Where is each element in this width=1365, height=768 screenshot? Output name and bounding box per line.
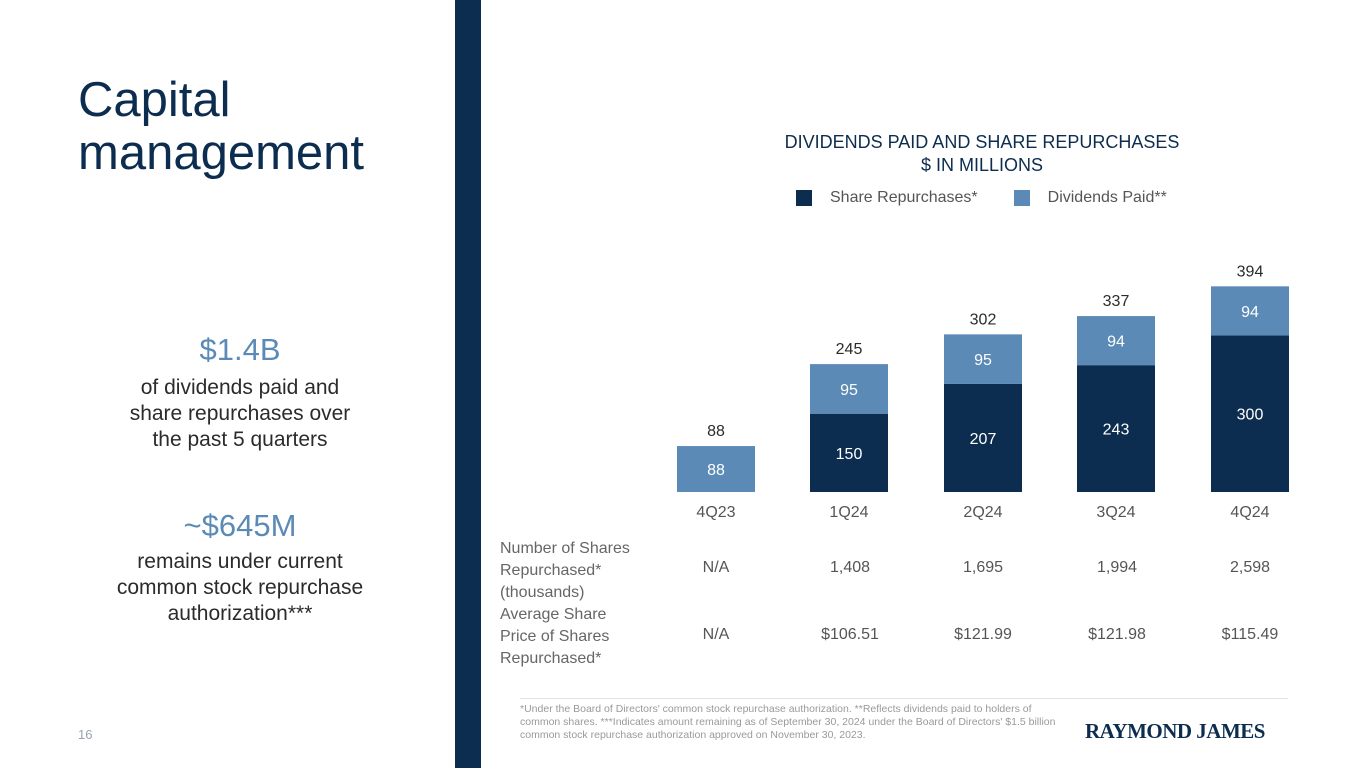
row-label-line: Price of Shares [500, 628, 610, 645]
footnote: *Under the Board of Directors' common st… [520, 703, 1056, 741]
stat-desc-line: authorization*** [167, 602, 313, 625]
data-label-dividends-paid: 94 [1107, 334, 1125, 351]
data-label-dividends-paid: 94 [1241, 304, 1259, 321]
chart-subtitle: $ IN MILLIONS [920, 155, 1044, 175]
title-line-2: management [78, 126, 365, 180]
table-cell: N/A [702, 626, 730, 643]
row-label-line: Average Share [500, 606, 607, 623]
data-label-share-repurchases: 300 [1237, 407, 1264, 424]
total-label: 302 [970, 311, 997, 328]
footer-divider [520, 698, 1288, 699]
bar-share-repurchases [810, 413, 888, 492]
dividends-repurchases-total: $1.4B [199, 332, 281, 367]
title-line-1: Capital [78, 73, 231, 127]
legend-item-share-repurchases: Share Repurchases* [796, 189, 978, 207]
table-cell: $106.51 [821, 626, 879, 643]
bar-dividends-paid [810, 364, 888, 414]
bar-dividends-paid [1077, 316, 1155, 366]
row-label-shares-repurchased: Number of Shares Repurchased* (thousands… [500, 538, 650, 604]
stacked-bar-chart: 88 88 4Q23 150 95 245 1Q24 207 95 302 2Q24 243 94 337… [677, 263, 1289, 521]
table-cell: 2,598 [1229, 559, 1271, 576]
bar-dividends-paid [677, 446, 755, 492]
table-cell: 1,695 [962, 559, 1004, 576]
table-cell: $115.49 [1221, 626, 1279, 643]
remaining-authorization-description: remains under current common stock repur… [30, 549, 450, 627]
bar-share-repurchases [1211, 335, 1289, 492]
table-cell: 1,994 [1096, 559, 1138, 576]
page-title: Capital management [78, 74, 364, 180]
page-number: 16 [78, 727, 93, 742]
dividends-repurchases-description: of dividends paid and share repurchases … [30, 375, 450, 453]
legend-label: Dividends Paid** [1047, 189, 1167, 206]
row-label-line: Repurchased* [500, 650, 602, 667]
remaining-authorization-amount: ~$645M [183, 508, 297, 543]
data-label-share-repurchases: 207 [970, 431, 997, 448]
stat-desc-line: remains under current [137, 550, 343, 573]
data-label-share-repurchases: 150 [836, 446, 863, 463]
company-logo: RAYMOND JAMES [1085, 719, 1265, 743]
table-cell: 1,408 [829, 559, 871, 576]
data-label-share-repurchases: 243 [1103, 422, 1130, 439]
total-label: 337 [1103, 293, 1130, 310]
row-label-average-price: Average Share Price of Shares Repurchase… [500, 604, 650, 670]
bar-dividends-paid [944, 334, 1022, 384]
x-tick-label: 4Q24 [1230, 504, 1269, 521]
row-label-line: Repurchased* [500, 562, 602, 579]
total-label: 88 [707, 423, 725, 440]
x-tick-label: 4Q23 [696, 504, 735, 521]
table-cell: N/A [702, 559, 730, 576]
data-label-dividends-paid: 95 [974, 352, 992, 369]
bar-share-repurchases [944, 383, 1022, 492]
row-label-line: Number of Shares [500, 540, 630, 557]
legend-swatch-share-repurchases [796, 190, 812, 206]
table-cell: $121.99 [954, 626, 1012, 643]
stat-desc-line: of dividends paid and [140, 376, 340, 399]
row-label-line: (thousands) [500, 584, 585, 601]
stat-desc-line: share repurchases over [129, 402, 351, 425]
data-label-dividends-paid: 88 [707, 462, 725, 479]
divider-bar [455, 0, 481, 768]
legend-label: Share Repurchases* [830, 189, 978, 206]
bar-dividends-paid [1211, 286, 1289, 336]
data-label-dividends-paid: 95 [840, 382, 858, 399]
total-label: 394 [1237, 263, 1264, 280]
chart-title: DIVIDENDS PAID AND SHARE REPURCHASES [784, 132, 1180, 152]
x-tick-label: 1Q24 [829, 504, 868, 521]
x-tick-label: 2Q24 [963, 504, 1002, 521]
chart-legend: Share Repurchases* Dividends Paid** [796, 189, 1203, 207]
stat-desc-line: the past 5 quarters [152, 428, 328, 451]
x-tick-label: 3Q24 [1096, 504, 1135, 521]
stat-desc-line: common stock repurchase [116, 576, 364, 599]
total-label: 245 [836, 341, 863, 358]
legend-item-dividends-paid: Dividends Paid** [1013, 189, 1167, 207]
table-cell: $121.98 [1088, 626, 1146, 643]
legend-swatch-dividends-paid [1013, 190, 1030, 206]
bar-share-repurchases [1077, 365, 1155, 492]
